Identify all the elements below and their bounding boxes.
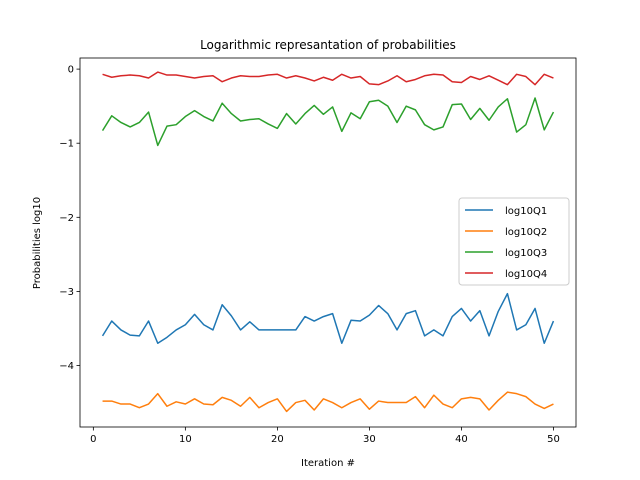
series-line-log10q3 [101, 97, 555, 147]
series-layer [101, 71, 555, 413]
x-tick-label: 30 [363, 434, 376, 445]
axes-frame [79, 57, 577, 428]
y-tick-label: −2 [59, 213, 74, 224]
x-tick-label: 0 [90, 434, 96, 445]
y-tick-label: −4 [59, 361, 74, 372]
series-line-log10q4 [102, 71, 554, 86]
y-tick-label: 0 [68, 65, 74, 76]
legend-label-log10q4: log10Q4 [505, 269, 547, 280]
chart-title: Logarithmic represantation of probabilit… [200, 38, 456, 52]
legend-label-log10q1: log10Q1 [505, 206, 547, 217]
legend: log10Q1 log10Q2 log10Q3 log10Q4 [458, 197, 570, 286]
x-axis-label: Iteration # [301, 458, 355, 469]
legend-label-log10q3: log10Q3 [505, 248, 547, 259]
series-line-log10q1 [101, 292, 555, 345]
legend-label-log10q2: log10Q2 [505, 227, 547, 238]
x-tick-label: 10 [179, 434, 192, 445]
series-line-log10q2 [102, 391, 554, 413]
y-tick-label: −3 [59, 287, 74, 298]
y-tick-label: −1 [59, 139, 74, 150]
x-tick-label: 20 [271, 434, 284, 445]
legend-box [458, 197, 570, 286]
y-axis-label: Probabilities log10 [32, 197, 43, 289]
x-tick-label: 50 [547, 434, 560, 445]
x-tick-label: 40 [455, 434, 468, 445]
ticks-layer: 0 10 20 30 40 50 0 −1 −2 −3 −4 [59, 65, 560, 445]
